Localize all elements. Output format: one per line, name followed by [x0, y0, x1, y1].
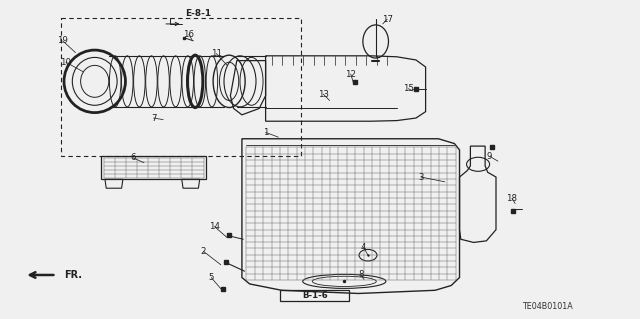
Bar — [280, 290, 349, 301]
Text: B-1-6: B-1-6 — [302, 291, 328, 300]
Text: 18: 18 — [506, 194, 518, 203]
Text: 2: 2 — [201, 247, 206, 256]
Text: FR.: FR. — [65, 270, 83, 280]
Text: 15: 15 — [403, 84, 414, 93]
Text: 7: 7 — [151, 114, 156, 122]
Text: 6: 6 — [131, 153, 136, 162]
Text: 5: 5 — [209, 273, 214, 282]
Text: 10: 10 — [60, 58, 72, 67]
Text: 9: 9 — [487, 152, 492, 161]
Text: 17: 17 — [381, 15, 393, 24]
Text: 1: 1 — [263, 128, 268, 137]
Text: 3: 3 — [419, 173, 424, 182]
Bar — [61, 18, 301, 156]
Text: 8: 8 — [359, 271, 364, 279]
Text: 11: 11 — [211, 49, 222, 58]
Text: 13: 13 — [317, 90, 329, 99]
Text: 19: 19 — [58, 36, 68, 45]
Text: E-8-1: E-8-1 — [186, 9, 211, 18]
Text: 12: 12 — [345, 70, 356, 78]
Text: 4: 4 — [361, 243, 366, 252]
Text: 16: 16 — [183, 30, 195, 39]
Text: TE04B0101A: TE04B0101A — [522, 302, 573, 311]
Text: 14: 14 — [209, 222, 220, 231]
